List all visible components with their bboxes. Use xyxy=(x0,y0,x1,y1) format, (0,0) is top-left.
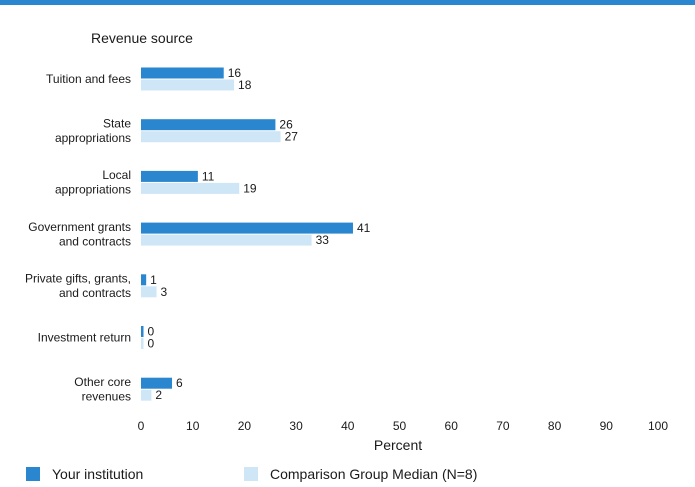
x-tick-label: 0 xyxy=(138,419,145,433)
bars xyxy=(141,67,353,401)
bar-your-institution xyxy=(141,119,276,131)
legend-swatch-comparison-group xyxy=(244,467,258,481)
bar-your-institution xyxy=(141,222,353,234)
x-axis-ticks: 0 10 20 30 40 50 60 70 80 90 100 xyxy=(138,419,669,433)
category-label: Government grants and contracts xyxy=(28,220,131,249)
legend-item-comparison-group: Comparison Group Median (N=8) xyxy=(244,462,477,486)
bar-comparison-median xyxy=(141,234,312,246)
bar-comparison-median xyxy=(141,131,281,143)
x-tick-label: 20 xyxy=(238,419,252,433)
x-tick-label: 70 xyxy=(496,419,510,433)
data-label: 16 xyxy=(228,66,242,80)
x-tick-label: 10 xyxy=(186,419,200,433)
bar-your-institution xyxy=(141,274,147,286)
top-rule xyxy=(0,0,695,5)
data-label: 3 xyxy=(161,285,168,299)
bar-your-institution xyxy=(141,170,198,182)
data-label: 0 xyxy=(148,325,155,339)
data-label: 33 xyxy=(316,233,330,247)
category-axis-title: Revenue source xyxy=(91,30,193,46)
category-labels: Tuition and fees State appropriations Local… xyxy=(25,72,131,403)
x-tick-label: 60 xyxy=(445,419,459,433)
bar-comparison-median xyxy=(141,286,157,298)
data-label: 27 xyxy=(285,130,299,144)
data-label: 18 xyxy=(238,78,252,92)
x-tick-label: 90 xyxy=(600,419,614,433)
x-axis-title: Percent xyxy=(374,437,422,453)
bar-chart: Revenue source Tuition and fees State appr… xyxy=(25,30,669,453)
category-label: Other core revenues xyxy=(74,375,131,404)
data-label: 0 xyxy=(148,337,155,351)
category-label: Tuition and fees xyxy=(46,72,131,86)
bar-comparison-median xyxy=(141,79,235,91)
category-label: Local appropriations xyxy=(55,168,131,197)
data-label: 26 xyxy=(279,118,293,132)
legend-swatch-your-institution xyxy=(26,467,40,481)
x-tick-label: 80 xyxy=(548,419,562,433)
category-label: State appropriations xyxy=(55,116,131,145)
x-tick-label: 40 xyxy=(341,419,355,433)
data-label: 2 xyxy=(155,388,162,402)
bar-your-institution xyxy=(141,67,224,79)
bar-comparison-median xyxy=(141,182,240,194)
category-label: Investment return xyxy=(38,331,131,345)
x-tick-label: 50 xyxy=(393,419,407,433)
legend-label-your-institution: Your institution xyxy=(52,466,144,482)
legend-label-comparison-group: Comparison Group Median (N=8) xyxy=(270,466,478,482)
x-tick-label: 30 xyxy=(289,419,303,433)
legend-item-your-institution: Your institution xyxy=(26,462,143,486)
bar-comparison-median xyxy=(141,389,152,401)
category-label: Private gifts, grants, and contracts xyxy=(25,272,131,301)
bar-comparison-median xyxy=(141,338,144,349)
bar-your-institution xyxy=(141,377,173,389)
data-label: 6 xyxy=(176,376,183,390)
x-tick-label: 100 xyxy=(648,419,668,433)
data-label: 41 xyxy=(357,221,371,235)
bar-your-institution xyxy=(141,326,144,337)
data-label: 1 xyxy=(150,273,157,287)
data-label: 19 xyxy=(243,181,257,195)
data-label: 11 xyxy=(202,169,215,183)
